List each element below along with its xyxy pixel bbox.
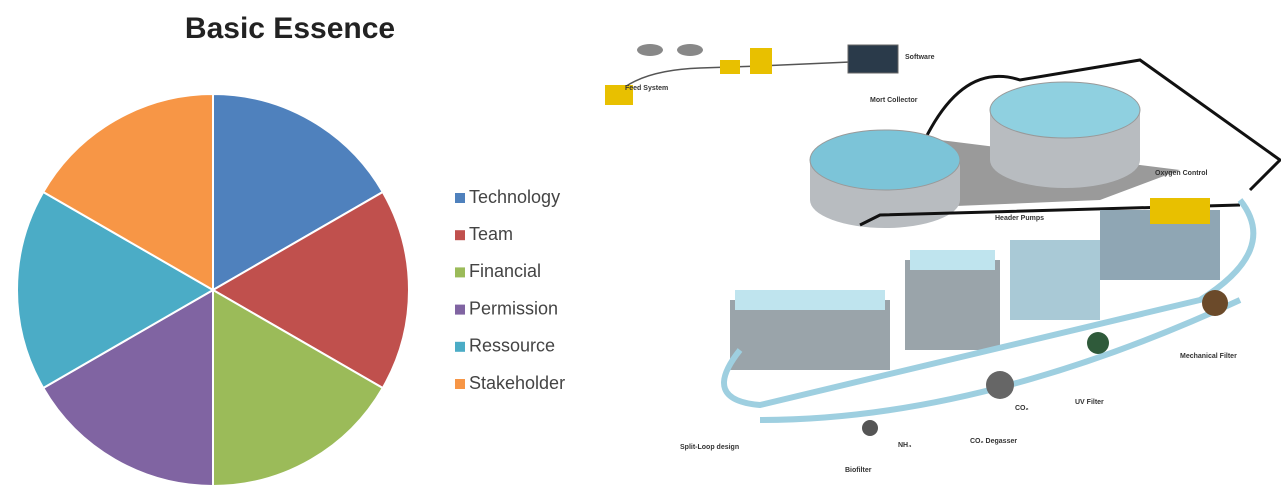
pump-sump [1010,240,1100,320]
pie-slice [16,190,216,390]
uv-lamp [1087,332,1109,354]
diagram-label: CO₂ [1015,405,1029,412]
legend-label: Financial [469,261,541,281]
chart-title: Basic Essence [185,12,395,45]
tank [989,81,1141,139]
diagram: Feed System Software Mort Collector Oxyg… [605,44,1281,474]
diagram-label: UV Filter [1075,399,1104,406]
pie [16,92,410,488]
legend-swatch [455,193,465,203]
tank [809,129,961,191]
feeder [677,44,703,56]
pie-slice [210,190,410,390]
legend-swatch [455,267,465,278]
legend-label: Technology [469,187,560,207]
diagram-label: Header Pumps [995,215,1044,222]
split-loop-tank [730,300,890,370]
diagram-label: Mechanical Filter [1180,353,1237,360]
biofilter-tank [905,260,1000,350]
software-panel [847,44,899,74]
legend-swatch [455,304,465,315]
drum-filter [1150,198,1210,224]
biofilter-media [862,420,878,436]
legend-swatch [455,341,465,352]
legend: Technology Team Financial Permission Ressour… [455,187,565,393]
filter-sludge [1202,290,1228,316]
diagram-label: Split-Loop design [680,444,739,451]
split-loop-water [735,290,885,310]
diagram-label: Oxygen Control [1155,170,1208,177]
pipe [859,203,1241,227]
diagram-label: Feed System [625,85,668,92]
degasser-media [986,371,1014,399]
diagram-label: CO₂ Degasser [970,438,1017,445]
feed-box [750,48,772,74]
feeder [637,44,663,56]
pipe [918,58,1281,192]
pie-slice [41,288,214,488]
legend-label: Permission [469,298,558,318]
pie-slice [41,92,214,292]
diagram-label: Software [905,54,935,61]
biofilter-water [910,250,995,270]
legend-label: Team [469,224,513,244]
legend-swatch [455,230,465,241]
pie-slice [212,92,385,292]
legend-swatch [455,379,465,389]
legend-label: Stakeholder [469,373,565,393]
feed-system [605,85,633,105]
diagram-label: NH₄ [898,442,911,449]
water-loop [721,198,1257,409]
feed-box [720,60,740,74]
diagram-label: Biofilter [845,467,872,474]
pie-slice [212,288,385,488]
diagram-label: Mort Collector [870,97,918,104]
legend-label: Ressource [469,336,555,356]
